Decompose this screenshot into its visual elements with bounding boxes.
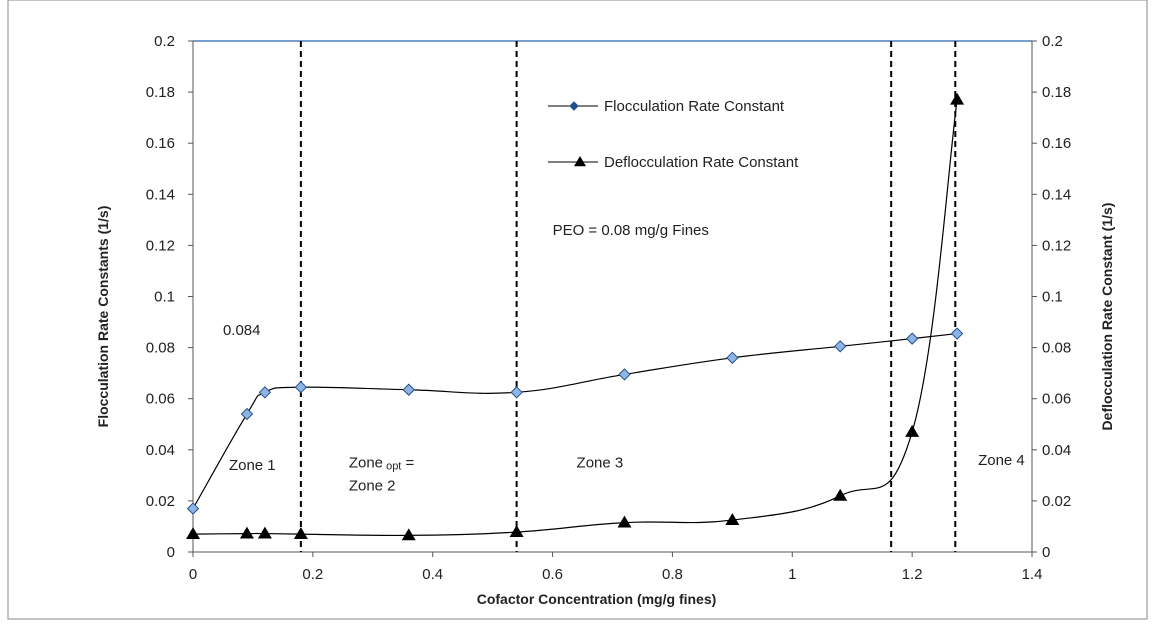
deflocculation-point	[833, 488, 848, 501]
deflocculation-point	[905, 424, 920, 437]
legend-label: Flocculation Rate Constant	[604, 98, 785, 115]
deflocculation-point	[257, 526, 272, 539]
annotation-text: Zone 2	[349, 478, 396, 495]
x-tick-label: 1.4	[1022, 566, 1043, 583]
flocculation-point	[294, 380, 308, 394]
legend-label: Deflocculation Rate Constant	[604, 154, 799, 171]
annotation-text: 0.084	[223, 322, 261, 339]
y-right-tick-label: 0.14	[1042, 186, 1071, 203]
y-left-tick-label: 0.12	[146, 237, 175, 254]
deflocculation-point	[725, 513, 740, 525]
x-tick-label: 1	[788, 566, 796, 583]
flocculation-point	[186, 502, 200, 515]
flocculation-point	[240, 407, 254, 421]
y-left-tick-label: 0.2	[154, 33, 175, 50]
y-left-tick-label: 0.18	[146, 84, 175, 101]
flocculation-point	[726, 351, 739, 365]
y-right-tick-label: 0.12	[1042, 237, 1071, 254]
y-right-tick-label: 0.02	[1042, 493, 1071, 510]
x-tick-label: 1.2	[902, 566, 923, 583]
flocculation-point	[834, 340, 847, 353]
flocculation-point	[510, 386, 523, 399]
y-left-tick-label: 0.16	[146, 135, 175, 152]
y-right-tick-label: 0.04	[1042, 442, 1071, 459]
y-left-tick-label: 0.04	[146, 442, 175, 459]
annotation-text: Zone 4	[978, 452, 1025, 469]
x-axis-title: Cofactor Concentration (mg/g fines)	[477, 591, 717, 607]
y-right-tick-label: 0.18	[1042, 84, 1071, 101]
y-right-tick-label: 0.08	[1042, 340, 1071, 357]
annotation-text: PEO = 0.08 mg/g Fines	[553, 222, 709, 239]
legend-diamond-marker	[569, 101, 579, 111]
flocculation-point	[618, 368, 631, 381]
annotation-text: Zone 3	[577, 455, 624, 472]
x-tick-label: 0.8	[662, 566, 683, 583]
deflocculation-point	[617, 515, 632, 528]
y-left-tick-label: 0.1	[154, 289, 175, 306]
annotation-text: Zone 1	[229, 457, 276, 474]
x-tick-label: 0	[189, 566, 197, 583]
y-right-tick-label: 0.16	[1042, 135, 1071, 152]
deflocculation-point	[186, 527, 200, 540]
x-tick-label: 0.6	[542, 566, 563, 583]
y-right-tick-label: 0.06	[1042, 391, 1071, 408]
flocculation-point	[905, 332, 919, 345]
deflocculation-point	[950, 92, 965, 105]
y-right-tick-label: 0	[1042, 544, 1050, 561]
y-right-axis-title: Deflocculation Rate Constant (1/s)	[1099, 203, 1115, 431]
y-left-tick-label: 0	[167, 544, 175, 561]
flocculation-point	[402, 383, 415, 396]
y-left-tick-label: 0.02	[146, 493, 175, 510]
annotation-text: Zone opt =	[349, 455, 415, 473]
y-left-tick-label: 0.14	[146, 186, 175, 203]
flocculation-point	[950, 327, 964, 340]
y-right-tick-label: 0.2	[1042, 33, 1063, 50]
y-left-tick-label: 0.08	[146, 340, 175, 357]
deflocculation-point	[401, 528, 416, 541]
flocculation-point	[258, 386, 272, 399]
x-tick-label: 0.2	[302, 566, 323, 583]
y-left-axis-title: Flocculation Rate Constants (1/s)	[95, 206, 111, 428]
legend-triangle-marker	[574, 156, 586, 167]
deflocculation-point	[509, 525, 524, 537]
y-right-tick-label: 0.1	[1042, 289, 1063, 306]
deflocculation-point	[293, 527, 308, 540]
x-tick-label: 0.4	[422, 566, 443, 583]
series-line-flocculation	[192, 332, 958, 509]
y-left-tick-label: 0.06	[146, 391, 175, 408]
outer-frame	[7, 0, 1148, 620]
deflocculation-point	[239, 526, 254, 539]
